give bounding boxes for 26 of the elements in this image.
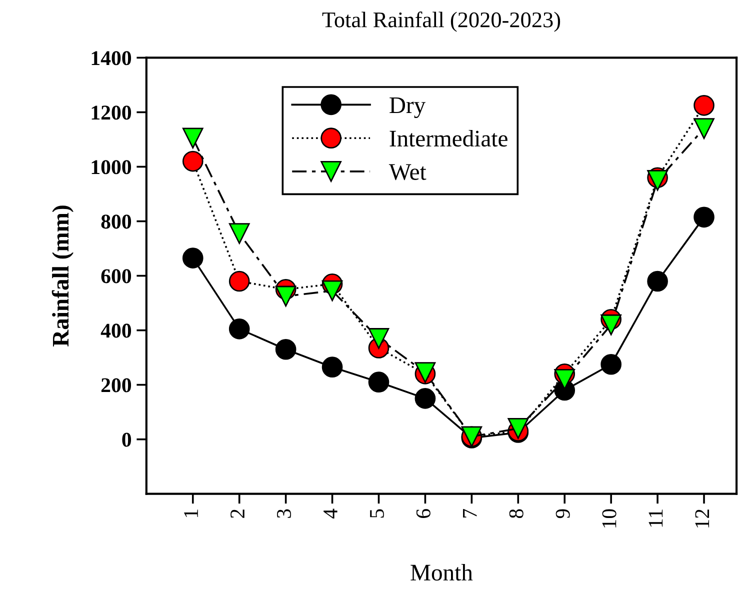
y-tick-label: 400	[100, 324, 132, 338]
y-tick-label: 0	[122, 432, 132, 447]
x-tick-label: 3	[277, 509, 292, 518]
y-tick-label: 1000	[92, 160, 132, 174]
x-tick-label: 4	[324, 508, 338, 518]
legend-label: Dry	[390, 97, 426, 118]
x-tick-label: 5	[370, 509, 384, 518]
x-tick-label: 10	[602, 509, 616, 528]
y-tick-label: 600	[101, 269, 132, 284]
x-tick-label: 9	[556, 509, 570, 518]
x-tick-label: 7	[463, 509, 477, 518]
x-tick-label: 11	[648, 510, 663, 527]
y-tick-label: 1200	[92, 106, 132, 120]
x-tick-label: 6	[416, 509, 430, 518]
x-axis-title: Month	[410, 564, 473, 581]
x-tick-label: 2	[230, 510, 244, 518]
y-tick-label: 1400	[92, 51, 132, 66]
x-tick-label: 1	[184, 510, 198, 518]
y-tick-label: 800	[101, 214, 132, 229]
y-tick-label: 200	[101, 378, 132, 392]
x-tick-label: 8	[509, 509, 524, 518]
legend-label: Wet	[388, 164, 426, 180]
y-axis-title: Rainfall (mm)	[52, 206, 74, 347]
chart-title: Total Rainfall (2020-2023)	[322, 12, 560, 32]
x-tick-label: 12	[695, 510, 710, 528]
legend-label: Intermediate	[390, 130, 508, 147]
